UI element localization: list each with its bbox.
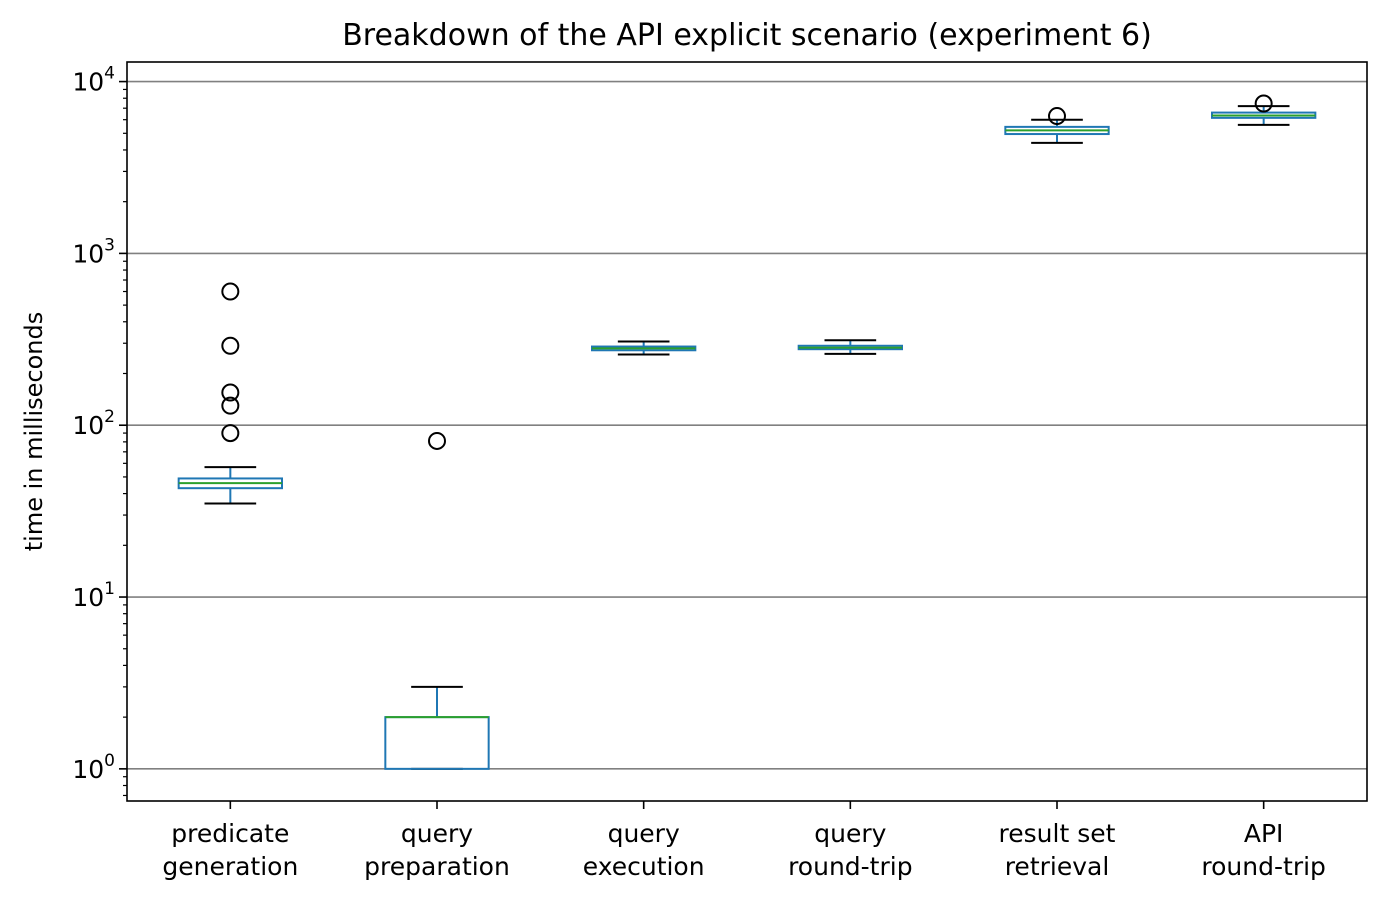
outlier-point (428, 431, 446, 450)
x-tick-label-line: generation (162, 852, 298, 881)
chart-title: Breakdown of the API explicit scenario (… (342, 18, 1152, 53)
y-tick-exponent: 4 (104, 64, 115, 84)
y-tick-label: 101 (72, 579, 115, 612)
box-group (797, 339, 904, 355)
y-tick-label: 102 (72, 407, 115, 440)
box-layer (177, 94, 1317, 770)
y-tick-label: 100 (72, 751, 115, 784)
outlier-point (221, 396, 240, 415)
x-tick-label-line: query (401, 819, 473, 848)
x-tick-label-line: round-trip (1201, 852, 1326, 881)
box-group (1004, 107, 1110, 144)
x-tick-label-line: execution (583, 852, 705, 881)
outlier-point (221, 282, 240, 301)
x-tick-label-line: retrieval (1005, 852, 1110, 881)
x-tick-label: predicate generation (162, 819, 298, 881)
y-tick-exponent: 0 (104, 751, 115, 771)
box-group (591, 340, 697, 356)
y-tick-base: 10 (72, 411, 104, 440)
box-group (384, 431, 490, 770)
y-tick-base: 10 (72, 68, 104, 97)
x-tick-label-line: result set (999, 819, 1116, 848)
x-tick-label-line: query (814, 819, 886, 848)
y-axis-label: time in milliseconds (20, 312, 48, 552)
outlier-point (1048, 107, 1066, 126)
grid-layer (127, 80, 1367, 770)
outlier-point (221, 424, 240, 443)
y-tick-base: 10 (72, 239, 104, 268)
box-group (1211, 94, 1317, 126)
y-tick-label: 104 (72, 64, 115, 97)
plot-frame (126, 61, 1368, 802)
x-tick-label-line: round-trip (788, 852, 913, 881)
y-tick-exponent: 1 (104, 579, 115, 599)
x-tick-label-line: API (1244, 819, 1284, 848)
x-tick-label-line: predicate (171, 819, 289, 848)
box-body (384, 716, 490, 770)
y-tick-base: 10 (72, 583, 104, 612)
x-tick-label: API round-trip (1201, 819, 1326, 881)
y-tick-exponent: 2 (104, 407, 115, 427)
x-tick-label: result set retrieval (999, 819, 1116, 881)
x-tick-label-line: preparation (364, 852, 510, 881)
box-group (177, 282, 284, 505)
x-tick-label-line: query (608, 819, 680, 848)
y-tick-exponent: 3 (104, 235, 115, 255)
outlier-point (221, 383, 240, 402)
outlier-point (1254, 94, 1273, 113)
y-tick-label: 103 (72, 235, 115, 268)
y-tick-base: 10 (72, 755, 104, 784)
x-tick-label: query execution (583, 819, 705, 881)
outlier-point (221, 336, 240, 355)
x-tick-label: query preparation (364, 819, 510, 881)
x-tick-label: query round-trip (788, 819, 913, 881)
